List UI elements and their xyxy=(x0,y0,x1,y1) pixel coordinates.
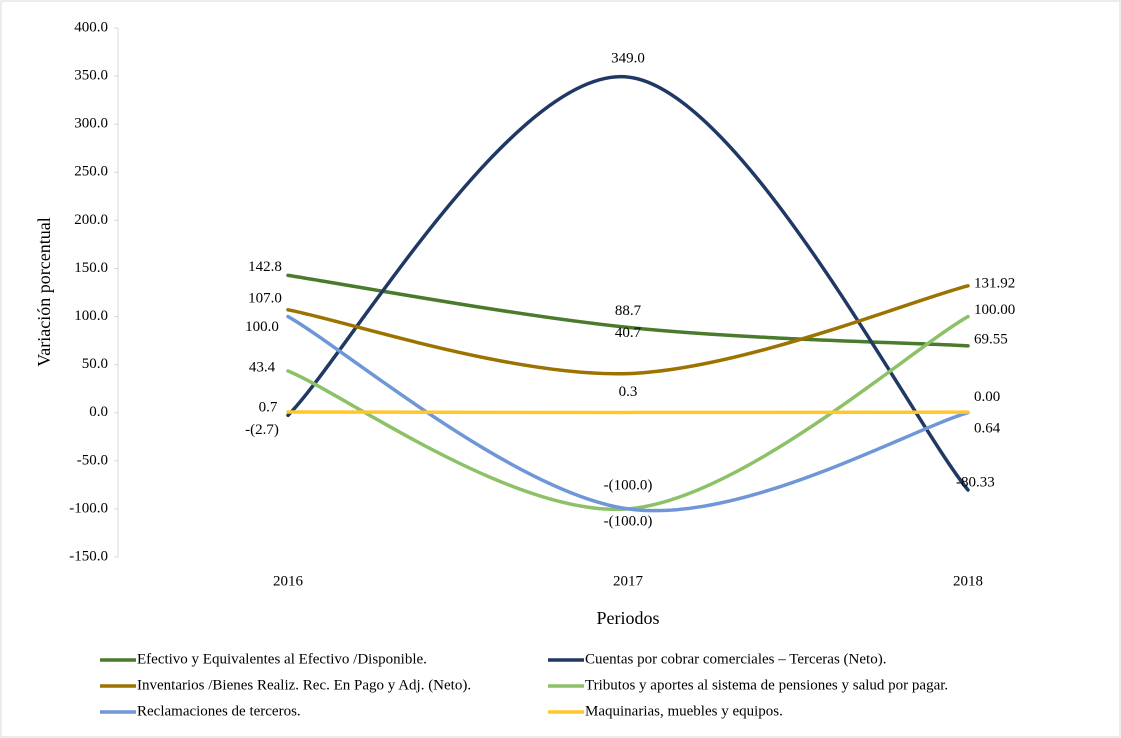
y-tick-label: 350.0 xyxy=(74,68,108,84)
data-label: 0.3 xyxy=(619,384,638,400)
legend-label: Tributos y aportes al sistema de pension… xyxy=(585,677,948,693)
data-label: 69.55 xyxy=(974,331,1008,347)
x-tick-label: 2017 xyxy=(613,573,644,589)
x-tick-label: 2016 xyxy=(273,573,304,589)
y-tick-label: 200.0 xyxy=(74,212,108,228)
data-label: -(100.0) xyxy=(604,513,653,529)
legend-label: Inventarios /Bienes Realiz. Rec. En Pago… xyxy=(137,677,471,693)
data-label: 0.7 xyxy=(259,399,278,415)
series-line xyxy=(286,75,970,492)
series-line xyxy=(286,284,970,376)
y-tick-label: 0.0 xyxy=(89,404,108,420)
y-tick-label: -50.0 xyxy=(77,452,108,468)
series-line xyxy=(286,273,970,348)
data-label: 0.64 xyxy=(974,421,1001,437)
y-tick-label: 250.0 xyxy=(74,164,108,180)
data-label: 100.00 xyxy=(974,302,1015,318)
data-label: 43.4 xyxy=(249,359,276,375)
data-label: -(2.7) xyxy=(245,422,279,438)
y-tick-label: 150.0 xyxy=(74,260,108,276)
y-tick-label: 100.0 xyxy=(74,308,108,324)
series-line xyxy=(286,314,970,513)
x-axis-title: Periodos xyxy=(597,608,660,628)
data-label: 88.7 xyxy=(615,303,642,319)
y-tick-label: -150.0 xyxy=(69,548,108,564)
data-label: 349.0 xyxy=(611,50,645,66)
data-label: 107.0 xyxy=(248,290,282,306)
y-tick-label: -100.0 xyxy=(69,500,108,516)
y-tick-label: 400.0 xyxy=(74,19,108,35)
y-tick-label: 300.0 xyxy=(74,116,108,132)
data-label: -(100.0) xyxy=(604,477,653,493)
legend-label: Maquinarias, muebles y equipos. xyxy=(585,703,783,719)
data-label: 131.92 xyxy=(974,275,1015,291)
y-tick-label: 50.0 xyxy=(82,356,108,372)
legend-label: Efectivo y Equivalentes al Efectivo /Dis… xyxy=(137,651,427,667)
legend-label: Reclamaciones de terceros. xyxy=(137,703,301,719)
data-label: 142.8 xyxy=(248,259,282,275)
data-label: -80.33 xyxy=(956,474,995,490)
data-label: 40.7 xyxy=(615,325,642,341)
data-label: 0.00 xyxy=(974,389,1000,405)
x-tick-label: 2018 xyxy=(953,573,983,589)
data-label: 100.0 xyxy=(245,319,279,335)
legend-label: Cuentas por cobrar comerciales – Tercera… xyxy=(585,651,886,667)
y-axis-title: Variación porcentual xyxy=(34,217,54,366)
